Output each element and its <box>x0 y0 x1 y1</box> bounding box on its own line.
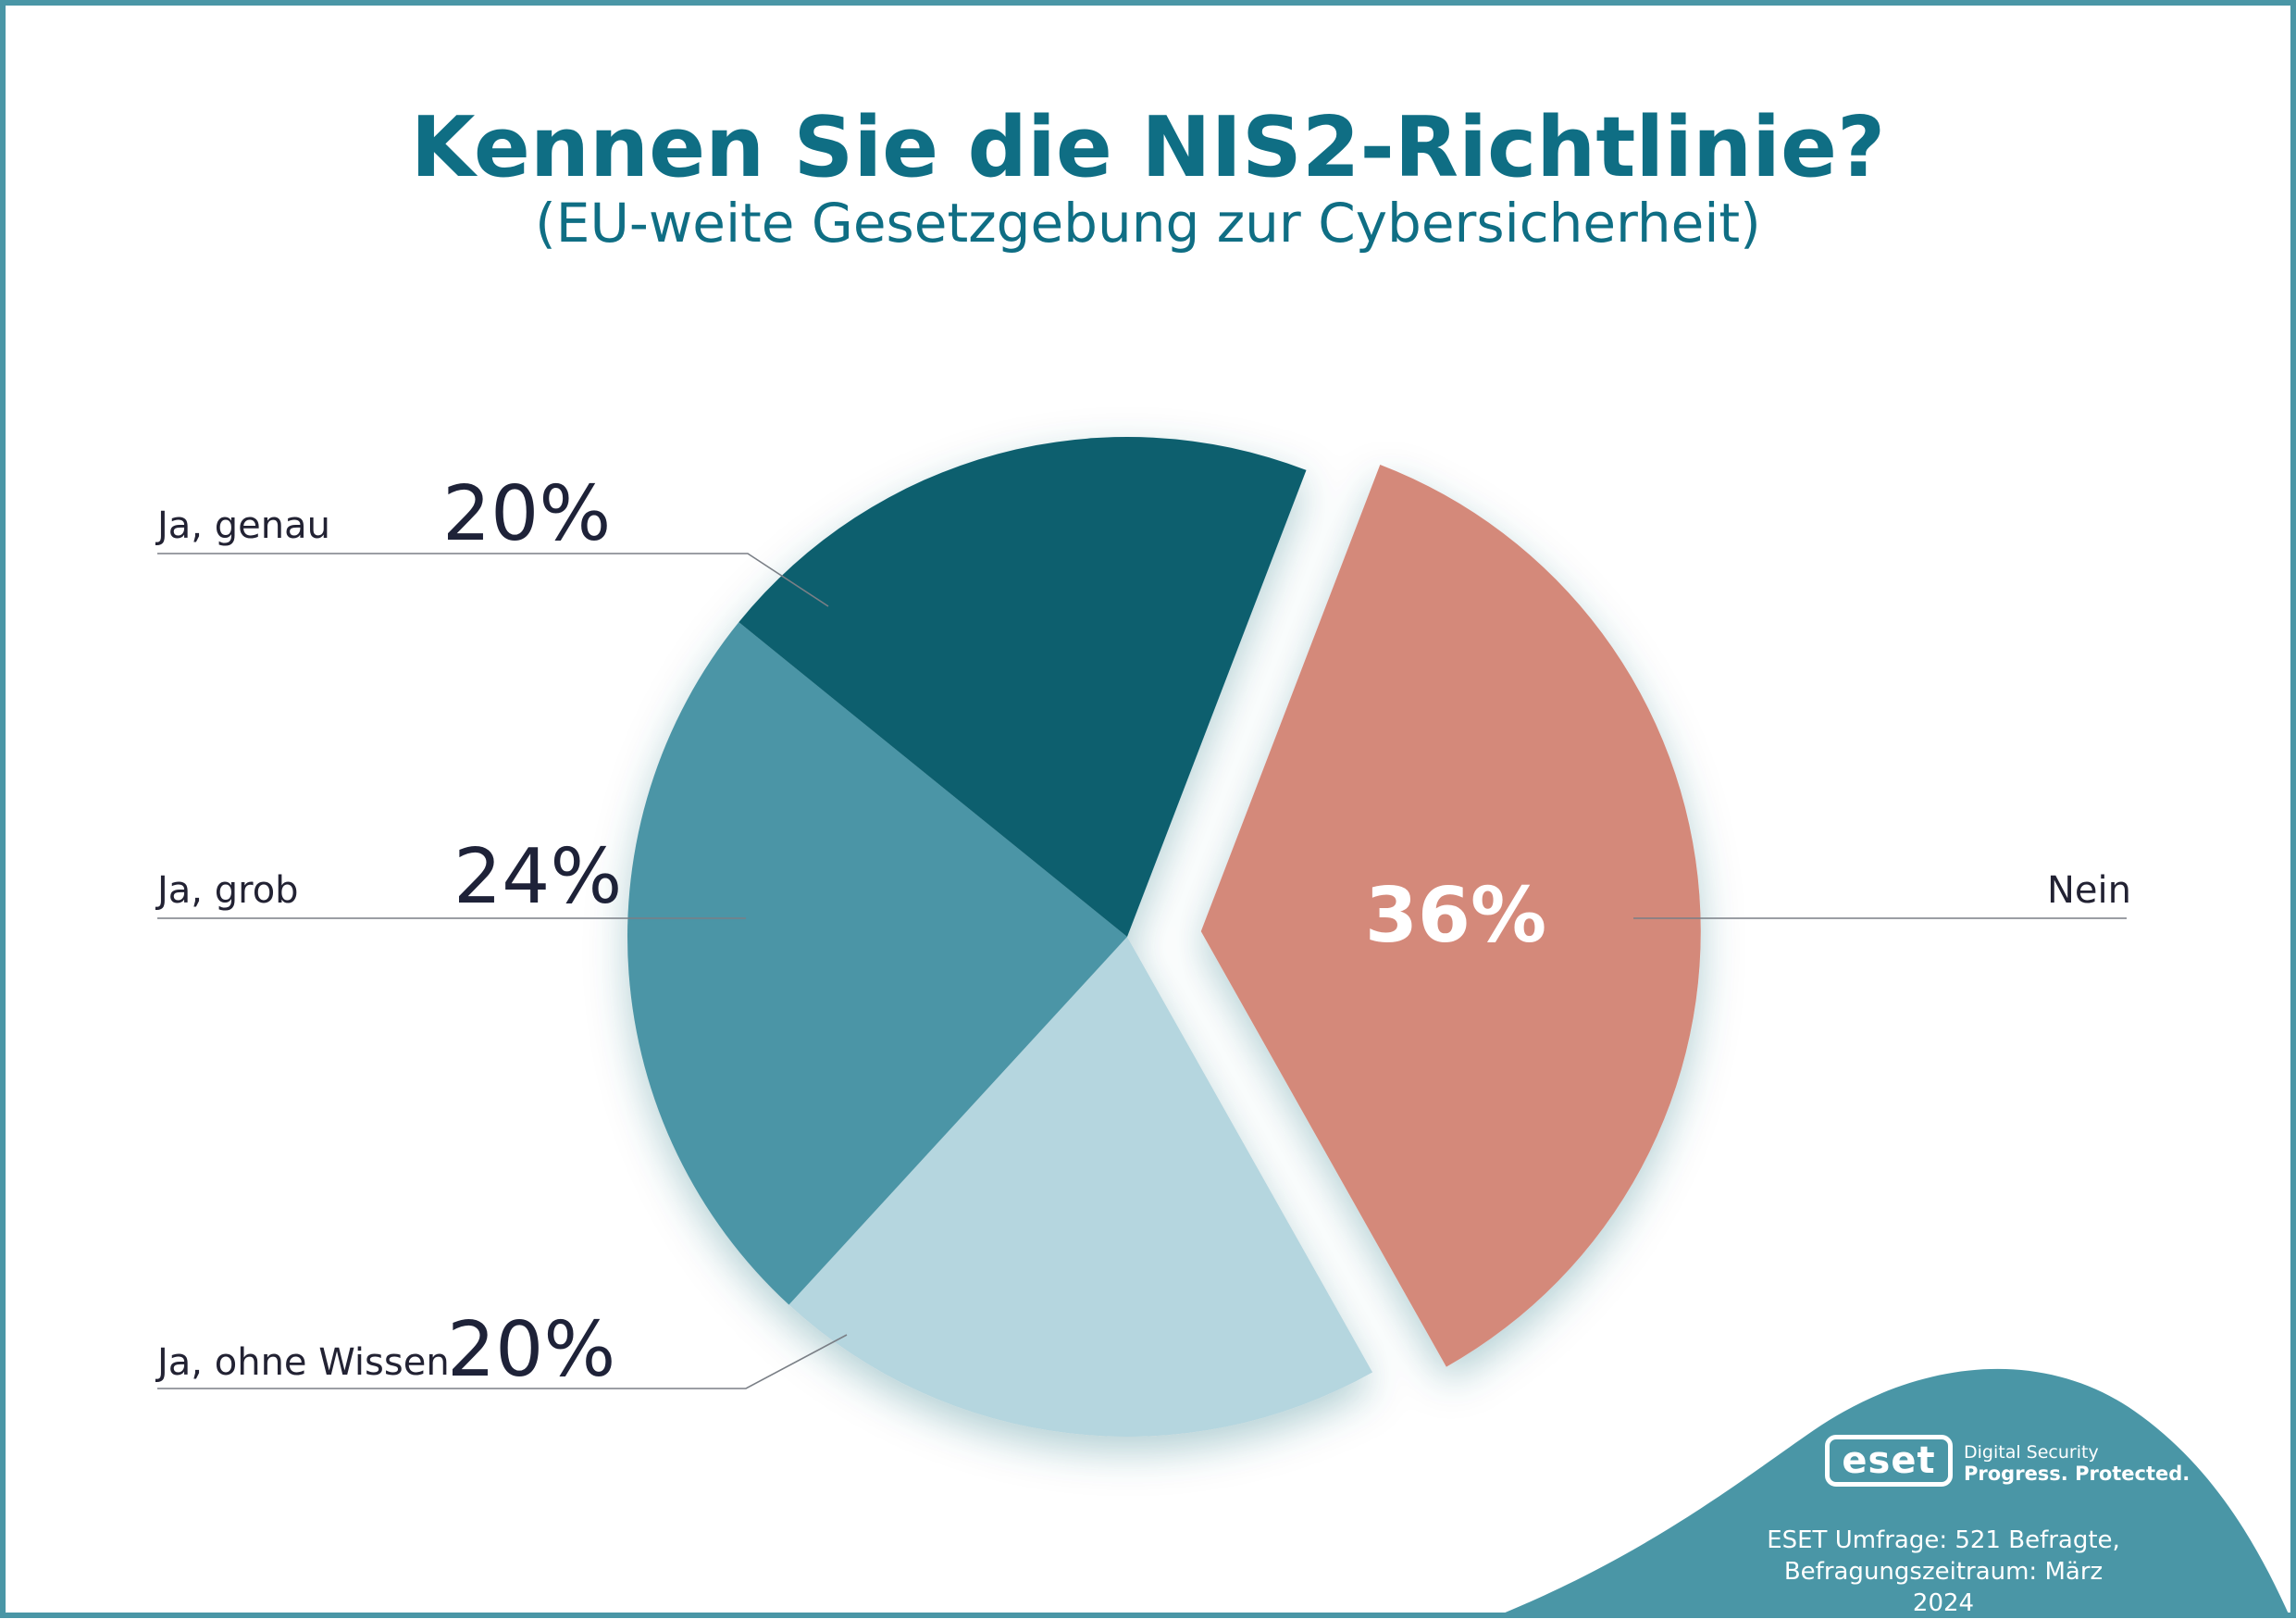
chart-subtitle: (EU-weite Gesetzgebung zur Cybersicherhe… <box>535 192 1761 255</box>
tagline-progress-protected: Progress. Protected. <box>1964 1463 2191 1485</box>
label-ja-grob: Ja, grob <box>157 869 299 912</box>
survey-source-line1: ESET Umfrage: 521 Befragte, <box>1767 1526 2120 1554</box>
tagline-digital-security: Digital Security <box>1964 1442 2099 1463</box>
eset-logo: eset <box>1825 1435 1953 1487</box>
value-label-ja-ohne-wissen: 20% <box>447 1306 616 1394</box>
label-ja-ohne-wissen: Ja, ohne Wissen <box>157 1341 450 1384</box>
pie-slice-ja-grob <box>627 622 1127 1305</box>
leader-line-ja-genau <box>157 553 829 607</box>
pie-slice-ja-genau <box>738 437 1307 937</box>
chart-title: Kennen Sie die NIS2-Richtlinie? <box>410 99 1886 196</box>
survey-source: ESET Umfrage: 521 Befragte, Befragungsze… <box>1758 1526 2128 1619</box>
label-ja-genau: Ja, genau <box>157 504 330 547</box>
footer-wave <box>1492 1368 2290 1618</box>
value-label-nein: 36% <box>1364 872 1547 960</box>
label-nein: Nein <box>2047 869 2131 912</box>
leader-line-ja-ohne-wissen <box>157 1334 848 1389</box>
value-label-ja-genau: 20% <box>442 470 612 558</box>
pie-slice-nein <box>1200 465 1701 1367</box>
value-label-ja-grob: 24% <box>453 833 623 921</box>
survey-source-line2: Befragungszeitraum: März 2024 <box>1783 1557 2104 1617</box>
pie-slice-ja-ohne-wissen <box>788 937 1373 1438</box>
